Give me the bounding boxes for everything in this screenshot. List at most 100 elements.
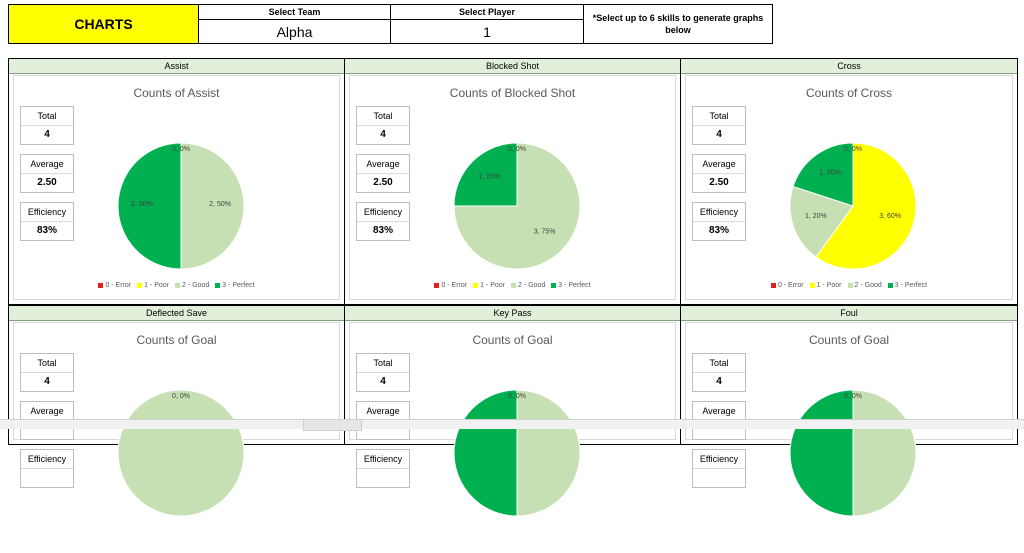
stat-box-efficiency: Efficiency 83% bbox=[356, 202, 410, 241]
legend-swatch bbox=[175, 282, 181, 288]
legend-swatch bbox=[551, 282, 557, 288]
pie-data-label: 2, 50% bbox=[131, 201, 153, 208]
stat-value: 4 bbox=[716, 129, 722, 140]
chart-area[interactable]: Counts of Assist Total 4 Average 2.50 Efficie… bbox=[13, 75, 340, 300]
stat-value: 4 bbox=[380, 129, 386, 140]
pie-slice bbox=[117, 389, 245, 517]
sheet-scroll-handle[interactable] bbox=[303, 419, 362, 431]
legend-swatch bbox=[770, 282, 776, 288]
stat-value: 4 bbox=[380, 376, 386, 387]
pie-data-label: 0, 0% bbox=[844, 393, 862, 400]
pie-data-label: 1, 25% bbox=[478, 173, 500, 180]
pie-slice bbox=[852, 389, 917, 517]
stat-value: 2.50 bbox=[373, 177, 393, 188]
legend-swatch bbox=[98, 282, 104, 288]
pie-data-label: 0, 0% bbox=[844, 146, 862, 153]
pie-chart: 0, 0% bbox=[789, 389, 917, 517]
stat-label: Average bbox=[21, 155, 73, 174]
stat-box-total: Total 4 bbox=[356, 106, 410, 145]
chart-title: Counts of Cross bbox=[805, 86, 893, 100]
pie-data-label: 0, 0% bbox=[508, 393, 526, 400]
pie-data-label: 3, 75% bbox=[534, 229, 556, 236]
stat-value: 83% bbox=[372, 225, 393, 236]
stat-box-total: Total 4 bbox=[692, 106, 746, 145]
legend-swatch bbox=[511, 282, 517, 288]
stat-label: Total bbox=[21, 107, 73, 126]
legend-swatch bbox=[473, 282, 479, 288]
legend-item: 2 - Good bbox=[511, 282, 545, 289]
legend-item: 1 - Poor bbox=[137, 282, 169, 289]
stat-value: 4 bbox=[44, 376, 50, 387]
pie-slice bbox=[516, 389, 581, 517]
panel-title: Deflected Save bbox=[9, 306, 344, 321]
skill-panel: Assist Counts of Assist Total 4 Average 2.50 E… bbox=[8, 58, 345, 305]
legend-item: 1 - Poor bbox=[473, 282, 505, 289]
legend-swatch bbox=[847, 282, 853, 288]
stat-label: Total bbox=[693, 107, 745, 126]
pie-data-label: 3, 60% bbox=[879, 213, 901, 220]
stat-value: 2.50 bbox=[709, 177, 729, 188]
panel-title: Cross bbox=[681, 59, 1017, 74]
pie-slice bbox=[792, 142, 854, 207]
chart-legend: 0 - Error 1 - Poor 2 - Good 3 - Perfect bbox=[350, 282, 675, 289]
pie-data-label: 0, 0% bbox=[508, 146, 526, 153]
skill-panel: Blocked Shot Counts of Blocked Shot Total 4… bbox=[344, 58, 681, 305]
pie-chart: 0, 0% 3, 60% 1, 20% 1, 20% bbox=[789, 142, 917, 270]
pie-data-label: 0, 0% bbox=[172, 146, 190, 153]
pie-chart: 0, 0% 3, 75% 1, 25% bbox=[453, 142, 581, 270]
legend-label: 2 - Good bbox=[854, 282, 882, 289]
select-team-label: Select Team bbox=[199, 5, 390, 20]
select-player-box: Select Player 1 bbox=[390, 4, 584, 44]
stat-box-total: Total 4 bbox=[20, 106, 74, 145]
select-player-dropdown[interactable]: 1 bbox=[483, 24, 491, 40]
pie-chart: 0, 0% bbox=[453, 389, 581, 517]
legend-label: 2 - Good bbox=[182, 282, 210, 289]
legend-label: 2 - Good bbox=[518, 282, 546, 289]
chart-title: Counts of Assist bbox=[133, 86, 220, 100]
legend-item: 1 - Poor bbox=[809, 282, 842, 289]
pie-data-label: 1, 20% bbox=[819, 169, 841, 176]
pie-data-label: 0, 0% bbox=[172, 393, 190, 400]
chart-area[interactable]: Counts of Cross Total 4 Average 2.50 Efficien… bbox=[685, 75, 1013, 300]
pie-chart: 0, 0% 2, 50% 2, 50% bbox=[117, 142, 245, 270]
stat-label: Total bbox=[693, 354, 745, 373]
legend-item: 3 - Perfect bbox=[215, 282, 255, 289]
pie-slice bbox=[789, 185, 854, 258]
pie-data-label: 2, 50% bbox=[209, 201, 231, 208]
pie-slice bbox=[789, 389, 854, 517]
stat-value: 2.50 bbox=[37, 177, 57, 188]
chart-title: Counts of Goal bbox=[808, 333, 890, 347]
select-team-box: Select Team Alpha bbox=[198, 4, 391, 44]
legend-item: 0 - Error bbox=[98, 282, 131, 289]
chart-area[interactable]: Counts of Blocked Shot Total 4 Average 2.50 E… bbox=[349, 75, 676, 300]
legend-label: 1 - Poor bbox=[480, 282, 506, 289]
stat-label: Total bbox=[357, 354, 409, 373]
select-player-label: Select Player bbox=[391, 5, 583, 20]
stat-box-total: Total 4 bbox=[356, 353, 410, 392]
panel-title: Key Pass bbox=[345, 306, 680, 321]
pie-slice bbox=[117, 142, 182, 270]
chart-legend: 0 - Error 1 - Poor 2 - Good 3 - Perfect bbox=[686, 282, 1012, 289]
legend-item: 2 - Good bbox=[847, 282, 882, 289]
stat-box-total: Total 4 bbox=[692, 353, 746, 392]
legend-swatch bbox=[809, 282, 815, 288]
stat-box-average: Average 2.50 bbox=[20, 154, 74, 193]
stat-value: 83% bbox=[708, 225, 729, 236]
legend-label: 1 - Poor bbox=[144, 282, 170, 289]
legend-label: 3 - Perfect bbox=[558, 282, 591, 289]
select-team-dropdown[interactable]: Alpha bbox=[276, 24, 313, 40]
chart-title: Counts of Goal bbox=[472, 333, 553, 347]
pie-slice bbox=[453, 389, 518, 517]
stat-box-average: Average 2.50 bbox=[692, 154, 746, 193]
legend-item: 0 - Error bbox=[434, 282, 467, 289]
stat-box-average: Average 2.50 bbox=[356, 154, 410, 193]
stat-value: 4 bbox=[44, 129, 50, 140]
legend-label: 0 - Error bbox=[777, 282, 804, 289]
legend-label: 0 - Error bbox=[441, 282, 468, 289]
legend-swatch bbox=[434, 282, 440, 288]
chart-title: Counts of Goal bbox=[136, 333, 217, 347]
pie-slice bbox=[180, 142, 245, 270]
stat-label: Total bbox=[357, 107, 409, 126]
stat-value: 83% bbox=[36, 225, 57, 236]
legend-label: 3 - Perfect bbox=[222, 282, 255, 289]
